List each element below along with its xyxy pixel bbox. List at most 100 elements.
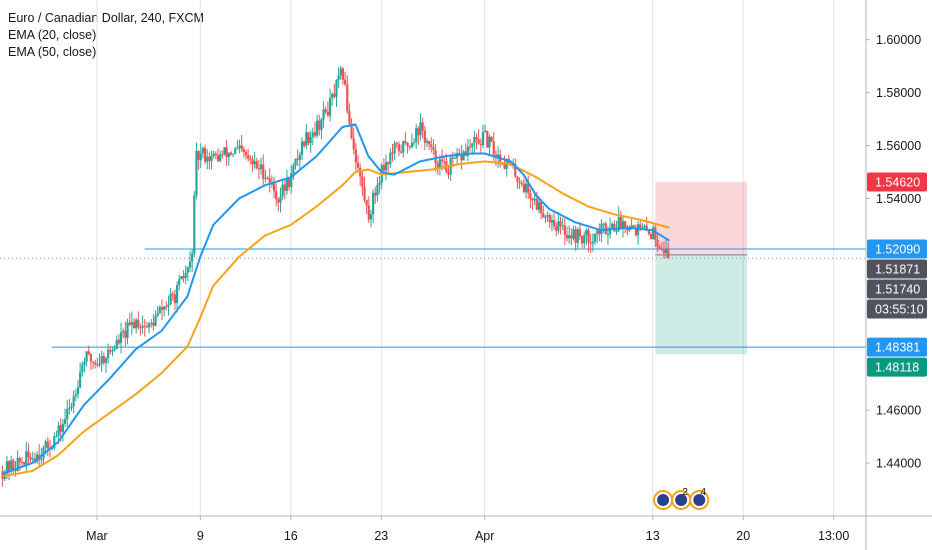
price-tick-label: 1.44000 xyxy=(876,457,921,471)
candle-body xyxy=(51,447,54,450)
event-flag-icon xyxy=(675,494,688,506)
candle-body xyxy=(488,136,491,148)
candle-body xyxy=(322,109,325,120)
candle-body xyxy=(527,183,530,194)
candle-body xyxy=(460,154,463,161)
candle-body xyxy=(188,261,192,268)
candle-body xyxy=(111,350,114,352)
candle-body xyxy=(281,184,284,197)
candle-body xyxy=(279,196,282,203)
candle-body xyxy=(531,198,534,201)
candle-body xyxy=(382,165,385,171)
candle-body xyxy=(406,142,409,147)
price-label-badge xyxy=(867,239,927,259)
candle-body xyxy=(242,149,245,153)
candle-body xyxy=(7,461,11,472)
candle-body xyxy=(400,151,403,153)
candle-body xyxy=(231,153,235,155)
candle-body xyxy=(608,227,612,235)
candle-body xyxy=(496,154,500,158)
time-tick-label: 23 xyxy=(374,529,388,543)
candle-body xyxy=(656,239,659,247)
candle-body xyxy=(223,147,226,155)
candle-body xyxy=(630,225,633,228)
candle-body xyxy=(240,145,243,150)
candle-body xyxy=(617,217,620,231)
candle-body xyxy=(654,227,657,240)
candle-body xyxy=(356,162,360,168)
candle-body xyxy=(419,122,422,136)
candle-body xyxy=(259,164,263,170)
candle-body xyxy=(611,223,614,228)
candle-body xyxy=(31,458,34,460)
candle-body xyxy=(10,460,13,472)
chart-title: Euro / Canadian Dollar, 240, FXCM xyxy=(8,11,204,25)
candle-body xyxy=(555,226,558,231)
candle-body xyxy=(662,250,666,254)
candle-body xyxy=(324,109,327,112)
candle-body xyxy=(561,225,564,227)
candle-body xyxy=(277,199,280,203)
candle-body xyxy=(475,136,478,140)
candle-body xyxy=(529,193,532,199)
candle-body xyxy=(468,146,472,148)
candle-body xyxy=(55,435,58,437)
candle-body xyxy=(361,176,364,187)
candle-body xyxy=(135,319,138,329)
candle-body xyxy=(141,325,144,328)
chart-legend: Euro / Canadian Dollar, 240, FXCM EMA (2… xyxy=(8,10,204,61)
candle-body xyxy=(275,191,278,200)
price-axis-label: 1.48118 xyxy=(867,357,927,377)
candle-body xyxy=(25,451,28,465)
candle-body xyxy=(137,319,140,328)
candle-body xyxy=(542,213,545,218)
price-label-badge xyxy=(867,172,927,192)
candle-body xyxy=(346,84,349,112)
candle-body xyxy=(652,227,655,240)
candle-body xyxy=(593,233,597,242)
candle-body xyxy=(436,163,439,169)
candle-body xyxy=(130,322,133,325)
price-tick-label: 1.46000 xyxy=(876,404,921,418)
candle-body xyxy=(572,229,575,239)
event-marker: 2 xyxy=(671,487,692,510)
candle-body xyxy=(221,154,224,156)
candle-body xyxy=(537,201,541,210)
candle-body xyxy=(621,221,625,229)
price-axis-label: 1.52090 xyxy=(867,239,927,259)
candle-body xyxy=(473,136,476,144)
candle-body xyxy=(247,155,250,159)
candle-body xyxy=(147,323,151,328)
candle-body xyxy=(107,349,110,359)
price-tick-label: 1.60000 xyxy=(876,33,921,47)
candle-body xyxy=(516,176,519,182)
event-marker xyxy=(653,490,674,510)
candle-body xyxy=(602,223,605,225)
candle-body xyxy=(447,171,450,175)
candle-body xyxy=(219,154,222,161)
candle-body xyxy=(29,457,32,460)
candle-body xyxy=(132,322,136,329)
candle-body xyxy=(397,144,401,152)
candle-body xyxy=(193,195,196,254)
candle-body xyxy=(606,234,610,236)
candle-body xyxy=(46,441,49,449)
candle-body xyxy=(524,183,528,192)
candle-body xyxy=(173,294,177,304)
candle-body xyxy=(115,339,118,349)
candle-body xyxy=(285,178,289,191)
candle-body xyxy=(412,142,416,144)
candle-body xyxy=(660,249,663,251)
candle-body xyxy=(518,181,521,184)
candle-body xyxy=(352,138,355,150)
candle-body xyxy=(391,152,394,154)
candle-body xyxy=(378,182,381,185)
candle-body xyxy=(499,154,502,165)
candle-body xyxy=(341,68,345,80)
price-label-text: 1.48381 xyxy=(875,341,920,355)
candle-body xyxy=(410,142,413,148)
candle-body xyxy=(557,221,560,231)
candle-body xyxy=(328,98,332,116)
